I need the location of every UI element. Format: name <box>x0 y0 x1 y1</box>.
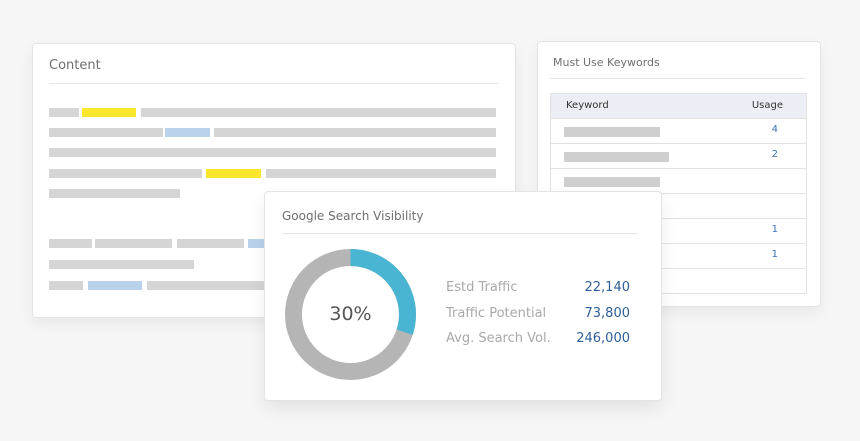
stat-value-estd-traffic: 22,140 <box>584 280 631 295</box>
stat-value-avg-search-vol: 246,000 <box>576 331 630 346</box>
keyword-placeholder <box>564 177 660 187</box>
text-line <box>49 169 202 178</box>
text-line <box>266 169 496 178</box>
text-line <box>147 281 267 290</box>
keyword-placeholder <box>564 152 669 162</box>
text-line <box>214 128 496 137</box>
keyword-phrase <box>248 239 268 248</box>
text-line <box>141 108 496 117</box>
usage-count: 1 <box>771 224 778 235</box>
highlighted-phrase <box>82 108 136 117</box>
text-line <box>49 108 79 117</box>
keyword-placeholder <box>564 127 660 137</box>
text-line <box>49 148 496 157</box>
search-visibility-title: Google Search Visibility <box>282 209 424 223</box>
text-line <box>49 281 83 290</box>
text-line <box>49 189 180 198</box>
donut-filled-segment <box>285 249 416 380</box>
usage-count: 4 <box>771 124 778 135</box>
search-visibility-panel: Google Search Visibility 30% Estd Traffi… <box>264 191 662 401</box>
keywords-table-header: Keyword Usage <box>551 94 806 119</box>
divider <box>550 78 805 79</box>
highlighted-phrase <box>206 169 261 178</box>
text-line <box>95 239 172 248</box>
divider <box>282 233 638 234</box>
usage-count: 1 <box>771 249 778 260</box>
keyword-phrase <box>88 281 142 290</box>
text-line <box>49 260 194 269</box>
stat-label-estd-traffic: Estd Traffic <box>446 280 518 295</box>
table-row[interactable] <box>551 194 806 219</box>
table-row[interactable]: 1 <box>551 219 806 244</box>
table-row[interactable]: 2 <box>551 144 806 169</box>
donut-svg <box>285 249 416 380</box>
stat-label-traffic-potential: Traffic Potential <box>446 306 547 321</box>
text-line <box>49 239 92 248</box>
text-line <box>49 128 163 137</box>
stat-label-avg-search-vol: Avg. Search Vol. <box>446 331 551 346</box>
column-header-usage: Usage <box>751 100 783 111</box>
divider <box>49 83 499 84</box>
text-line <box>177 239 244 248</box>
visibility-percent: 30% <box>329 303 372 325</box>
table-row[interactable]: 1 <box>551 244 806 269</box>
column-header-keyword: Keyword <box>566 100 609 111</box>
table-row[interactable] <box>551 169 806 194</box>
table-row[interactable]: 4 <box>551 119 806 144</box>
content-panel-title: Content <box>49 58 101 73</box>
keywords-panel-title: Must Use Keywords <box>553 56 660 69</box>
usage-count: 2 <box>771 149 778 160</box>
stat-value-traffic-potential: 73,800 <box>584 306 631 321</box>
visibility-donut-chart: 30% <box>284 248 417 381</box>
keyword-phrase <box>165 128 210 137</box>
